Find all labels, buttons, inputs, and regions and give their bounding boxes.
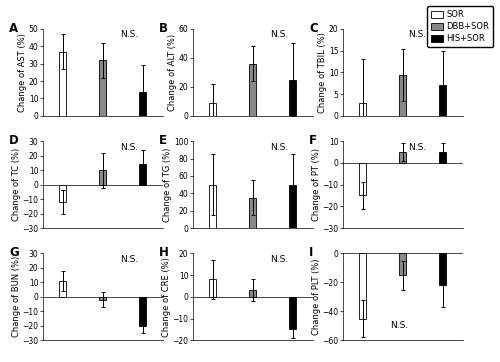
Text: E: E [159,134,167,147]
Text: N.S.: N.S. [270,30,289,39]
Bar [359,253,366,319]
Y-axis label: Change of TG (%): Change of TG (%) [164,147,172,222]
Bar [359,163,366,195]
Text: N.S.: N.S. [270,255,289,264]
Y-axis label: Change of PLT (%): Change of PLT (%) [312,258,321,335]
Bar [289,297,296,329]
Bar [99,170,106,185]
Y-axis label: Change of BUN (%): Change of BUN (%) [12,256,21,337]
Text: N.S.: N.S. [270,143,289,152]
Bar [99,297,106,300]
Bar [439,253,446,285]
Bar [209,279,216,297]
Bar [139,92,146,116]
Bar [399,152,406,163]
Text: B: B [159,22,168,35]
Bar [209,103,216,116]
Bar [399,253,406,275]
Y-axis label: Change of ALT (%): Change of ALT (%) [168,34,177,111]
Bar [289,185,296,228]
Bar [249,290,256,297]
Text: N.S.: N.S. [390,321,409,330]
Bar [59,281,66,297]
Bar [439,152,446,163]
Y-axis label: Change of AST (%): Change of AST (%) [18,33,27,112]
Text: I: I [309,247,314,260]
Bar [359,103,366,116]
Text: N.S.: N.S. [120,255,139,264]
Text: G: G [9,247,18,260]
Text: H: H [159,247,169,260]
Bar [289,80,296,116]
Text: C: C [309,22,318,35]
Legend: SOR, DBB+SOR, HIS+SOR: SOR, DBB+SOR, HIS+SOR [427,6,494,47]
Y-axis label: Change of CRE (%): Change of CRE (%) [162,257,171,337]
Text: N.S.: N.S. [408,143,427,152]
Text: N.S.: N.S. [120,30,139,39]
Bar [249,64,256,116]
Y-axis label: Change of PT (%): Change of PT (%) [312,148,321,221]
Bar [249,198,256,228]
Bar [139,297,146,326]
Text: F: F [309,134,317,147]
Y-axis label: Change of TBIL (%): Change of TBIL (%) [318,32,328,113]
Bar [99,60,106,116]
Bar [59,51,66,116]
Bar [139,164,146,185]
Text: N.S.: N.S. [408,30,427,39]
Bar [59,185,66,202]
Bar [399,75,406,116]
Text: A: A [9,22,18,35]
Text: N.S.: N.S. [120,143,139,152]
Bar [439,85,446,116]
Text: D: D [9,134,18,147]
Y-axis label: Change of TC (%): Change of TC (%) [12,148,21,221]
Bar [209,185,216,228]
